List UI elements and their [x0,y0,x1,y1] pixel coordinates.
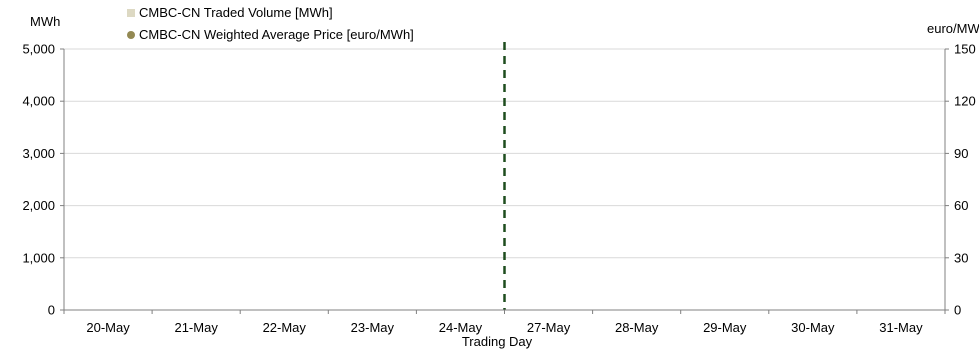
right-tick-label-3: 90 [954,146,968,161]
x-tick-label-9: 31-May [879,320,923,335]
left-tick-label-2: 2,000 [22,198,55,213]
right-tick-label-1: 30 [954,250,968,265]
legend: CMBC-CN Traded Volume [MWh] CMBC-CN Weig… [127,5,414,42]
left-tick-labels: 0 1,000 2,000 3,000 4,000 5,000 [22,42,55,318]
x-tick-labels: 20-May 21-May 22-May 23-May 24-May 27-May 28-M… [86,320,923,335]
left-axis-unit: MWh [30,14,60,29]
x-tick-label-4: 24-May [439,320,483,335]
legend-price-label: CMBC-CN Weighted Average Price [euro/MWh… [139,27,414,42]
left-tick-label-5: 5,000 [22,42,55,57]
right-tick-label-4: 120 [954,94,976,109]
right-tick-label-2: 60 [954,198,968,213]
x-tick-label-6: 28-May [615,320,659,335]
x-tick-label-8: 30-May [791,320,835,335]
x-tick-label-3: 23-May [351,320,395,335]
right-axis-unit: euro/MWh [927,21,979,36]
left-tick-label-4: 4,000 [22,94,55,109]
x-tick-label-0: 20-May [86,320,130,335]
left-tick-label-0: 0 [48,303,55,318]
legend-volume-swatch [127,9,135,17]
x-tick-label-7: 29-May [703,320,747,335]
x-tick-label-2: 22-May [263,320,307,335]
x-tick-label-1: 21-May [174,320,218,335]
legend-price-marker [127,31,135,39]
right-tick-label-0: 0 [954,303,961,318]
axes [60,48,949,314]
x-axis-label: Trading Day [462,334,533,349]
left-tick-label-1: 1,000 [22,250,55,265]
x-tick-label-5: 27-May [527,320,571,335]
legend-volume-label: CMBC-CN Traded Volume [MWh] [139,5,333,20]
right-tick-labels: 0 30 60 90 120 150 [954,42,976,318]
right-tick-label-5: 150 [954,42,976,57]
left-tick-label-3: 3,000 [22,146,55,161]
